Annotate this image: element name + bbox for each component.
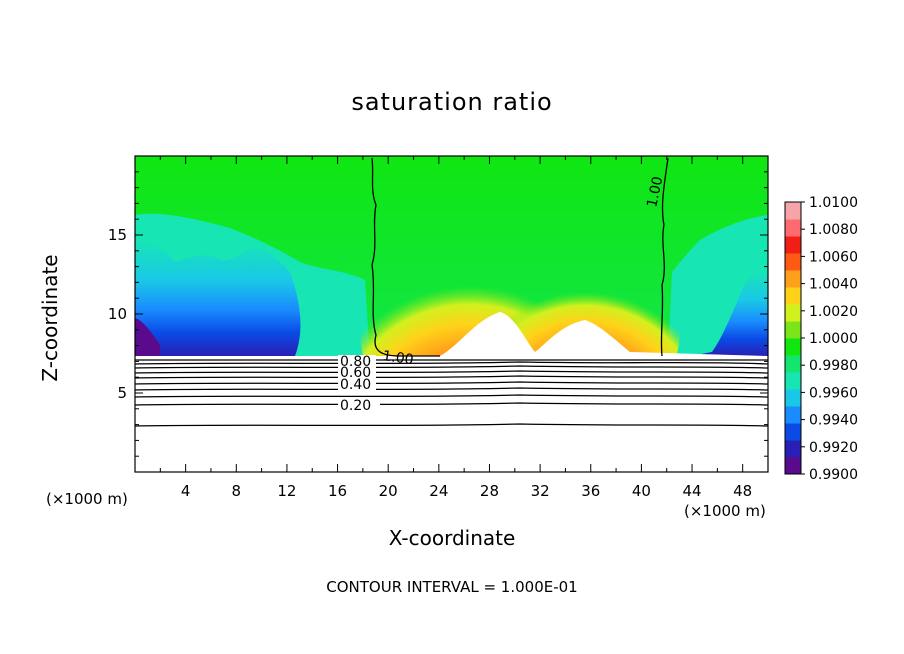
- contour-label-0-20: 0.20: [340, 398, 371, 414]
- y-tick-label: 10: [108, 305, 127, 323]
- colorbar-swatch: [785, 406, 801, 424]
- x-tick-label: 8: [232, 482, 242, 500]
- contour-label-0-60: 0.60: [340, 365, 371, 381]
- x-tick-label: 28: [480, 482, 499, 500]
- x-axis-label: X-coordinate: [388, 526, 516, 550]
- contour-0-40: [134, 387, 769, 391]
- colorbar-tick-label: 1.0080: [809, 222, 858, 238]
- colorbar-tick-label: 0.9980: [809, 358, 858, 374]
- contour-0-70: [134, 370, 769, 374]
- colorbar-tick-label: 0.9960: [809, 385, 858, 401]
- colorbar-swatch: [785, 321, 801, 339]
- contour-0-30: [134, 394, 769, 398]
- colorbar-tick-label: 1.0000: [809, 331, 858, 347]
- colorbar-swatch: [785, 423, 801, 441]
- colorbar-tick-label: 0.9940: [809, 413, 858, 429]
- contour-0-50: [134, 381, 769, 385]
- chart-title: saturation ratio: [351, 88, 553, 116]
- left-edge-violet: [135, 318, 160, 356]
- x-tick-label: 44: [682, 482, 701, 500]
- left-dry-pocket: [135, 239, 301, 356]
- masked-region: [135, 312, 768, 472]
- colorbar-tick-label: 1.0060: [809, 249, 858, 265]
- colorbar-swatch: [785, 355, 801, 373]
- colorbar-swatch: [785, 202, 801, 220]
- colorbar-swatch: [785, 338, 801, 356]
- x-tick-label: 48: [733, 482, 752, 500]
- x-tick-label: 40: [632, 482, 651, 500]
- colorbar-tick-label: 1.0040: [809, 277, 858, 293]
- colorbar-swatch: [785, 457, 801, 475]
- contour-label-1-00-right: 1.00: [644, 175, 666, 209]
- contour-1-00-right: [660, 157, 669, 357]
- colorbar-tick-label: 1.0100: [809, 195, 858, 211]
- y-tick-label: 5: [117, 384, 127, 402]
- contour-interval-note: CONTOUR INTERVAL = 1.000E-01: [326, 578, 578, 596]
- colorbar-swatch: [785, 287, 801, 305]
- colorbar: 0.9900 0.9920 0.9940 0.9960 0.9980 1.0000 1.00…: [784, 195, 858, 483]
- contour-0-10: [134, 423, 769, 427]
- colorbar-tick-label: 0.9920: [809, 440, 858, 456]
- x-unit-label-right: (×1000 m): [684, 502, 766, 520]
- y-tick-label: 15: [108, 226, 127, 244]
- colorbar-tick-label: 1.0020: [809, 304, 858, 320]
- x-tick-label: 4: [181, 482, 191, 500]
- colorbar-swatch: [785, 219, 801, 237]
- x-tick-label: 32: [531, 482, 550, 500]
- colorbar-swatch: [785, 440, 801, 458]
- contour-0-60: [134, 375, 769, 379]
- colorbar-swatch: [785, 304, 801, 322]
- colorbar-swatch: [785, 270, 801, 288]
- colorbar-swatch: [785, 372, 801, 390]
- contour-0-20: [134, 402, 769, 406]
- colorbar-swatch: [785, 253, 801, 271]
- contour-0-90: [134, 361, 769, 365]
- x-tick-label: 24: [429, 482, 448, 500]
- contour-label-0-80: 0.80: [340, 354, 371, 370]
- right-dry-pocket: [690, 269, 768, 356]
- colorbar-swatch: [785, 236, 801, 254]
- contour-lines: [134, 157, 769, 427]
- contour-label-0-40: 0.40: [340, 377, 371, 393]
- colorbar-tick-label: 0.9900: [809, 467, 858, 483]
- contour-1-00-left: [371, 157, 440, 357]
- contour-label-1-00-left: 1.00: [381, 348, 414, 368]
- x-tick-label: 20: [379, 482, 398, 500]
- x-tick-label: 16: [328, 482, 347, 500]
- x-tick-label: 12: [277, 482, 296, 500]
- x-unit-label-left: (×1000 m): [46, 490, 128, 508]
- colorbar-swatch: [785, 389, 801, 407]
- x-tick-label: 36: [581, 482, 600, 500]
- contour-0-80: [134, 365, 769, 369]
